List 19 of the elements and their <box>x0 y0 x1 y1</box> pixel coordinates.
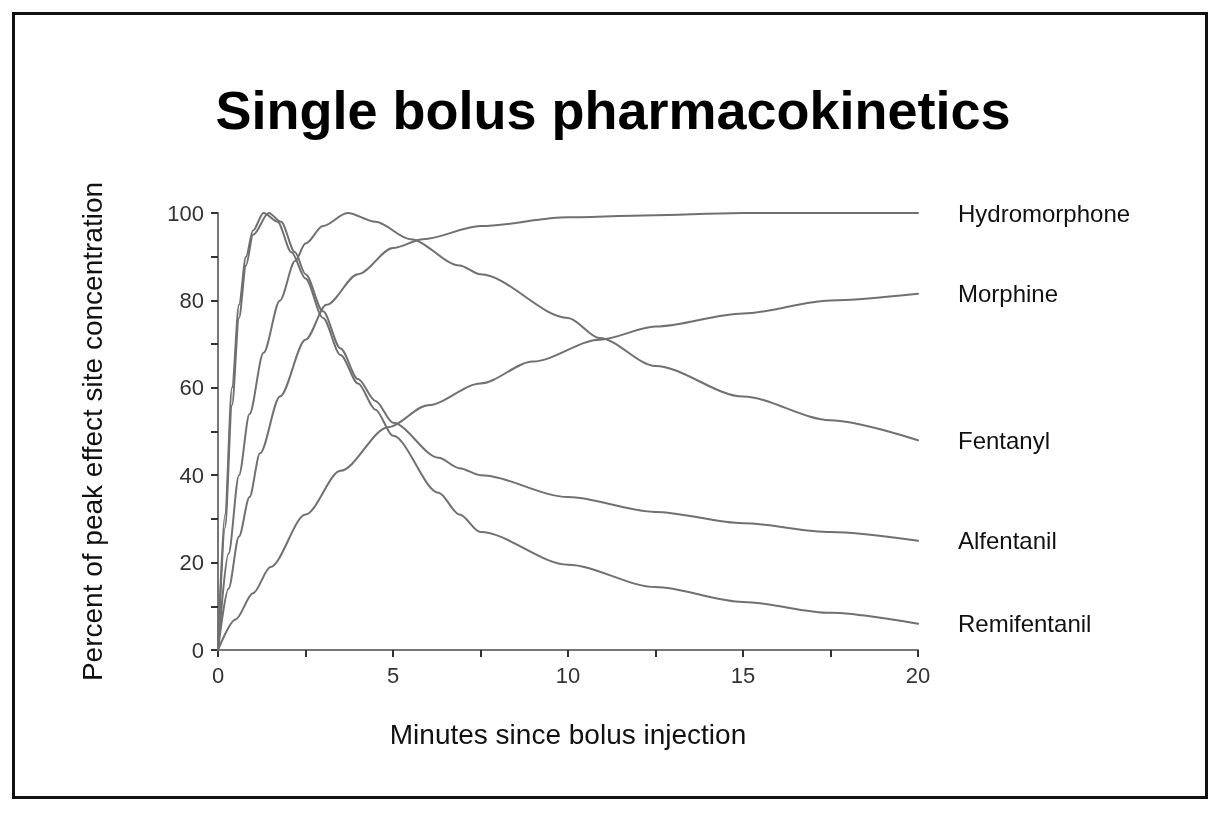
series-label: Alfentanil <box>958 527 1057 555</box>
y-tick-label: 60 <box>179 375 204 401</box>
y-tick-label: 0 <box>191 637 204 663</box>
series-label: Remifentanil <box>958 610 1092 638</box>
x-tick-label: 20 <box>905 662 931 688</box>
series-label: Morphine <box>958 280 1059 308</box>
x-axis-title: Minutes since bolus injection <box>389 718 747 750</box>
x-tick-label: 10 <box>555 662 581 688</box>
series-label: Fentanyl <box>958 426 1051 454</box>
y-tick-label: 80 <box>179 287 204 313</box>
y-tick-label: 40 <box>179 462 204 488</box>
y-tick-label: 20 <box>179 550 204 576</box>
x-tick-label: 5 <box>386 662 400 688</box>
series-label: Hydromorphone <box>958 199 1131 227</box>
chart-title: Single bolus pharmacokinetics <box>215 80 1011 140</box>
x-tick-label: 15 <box>730 662 756 688</box>
x-tick-label: 0 <box>211 662 225 688</box>
y-tick-label: 100 <box>167 200 204 226</box>
y-axis-title: Percent of peak effect site concentration <box>76 181 108 682</box>
